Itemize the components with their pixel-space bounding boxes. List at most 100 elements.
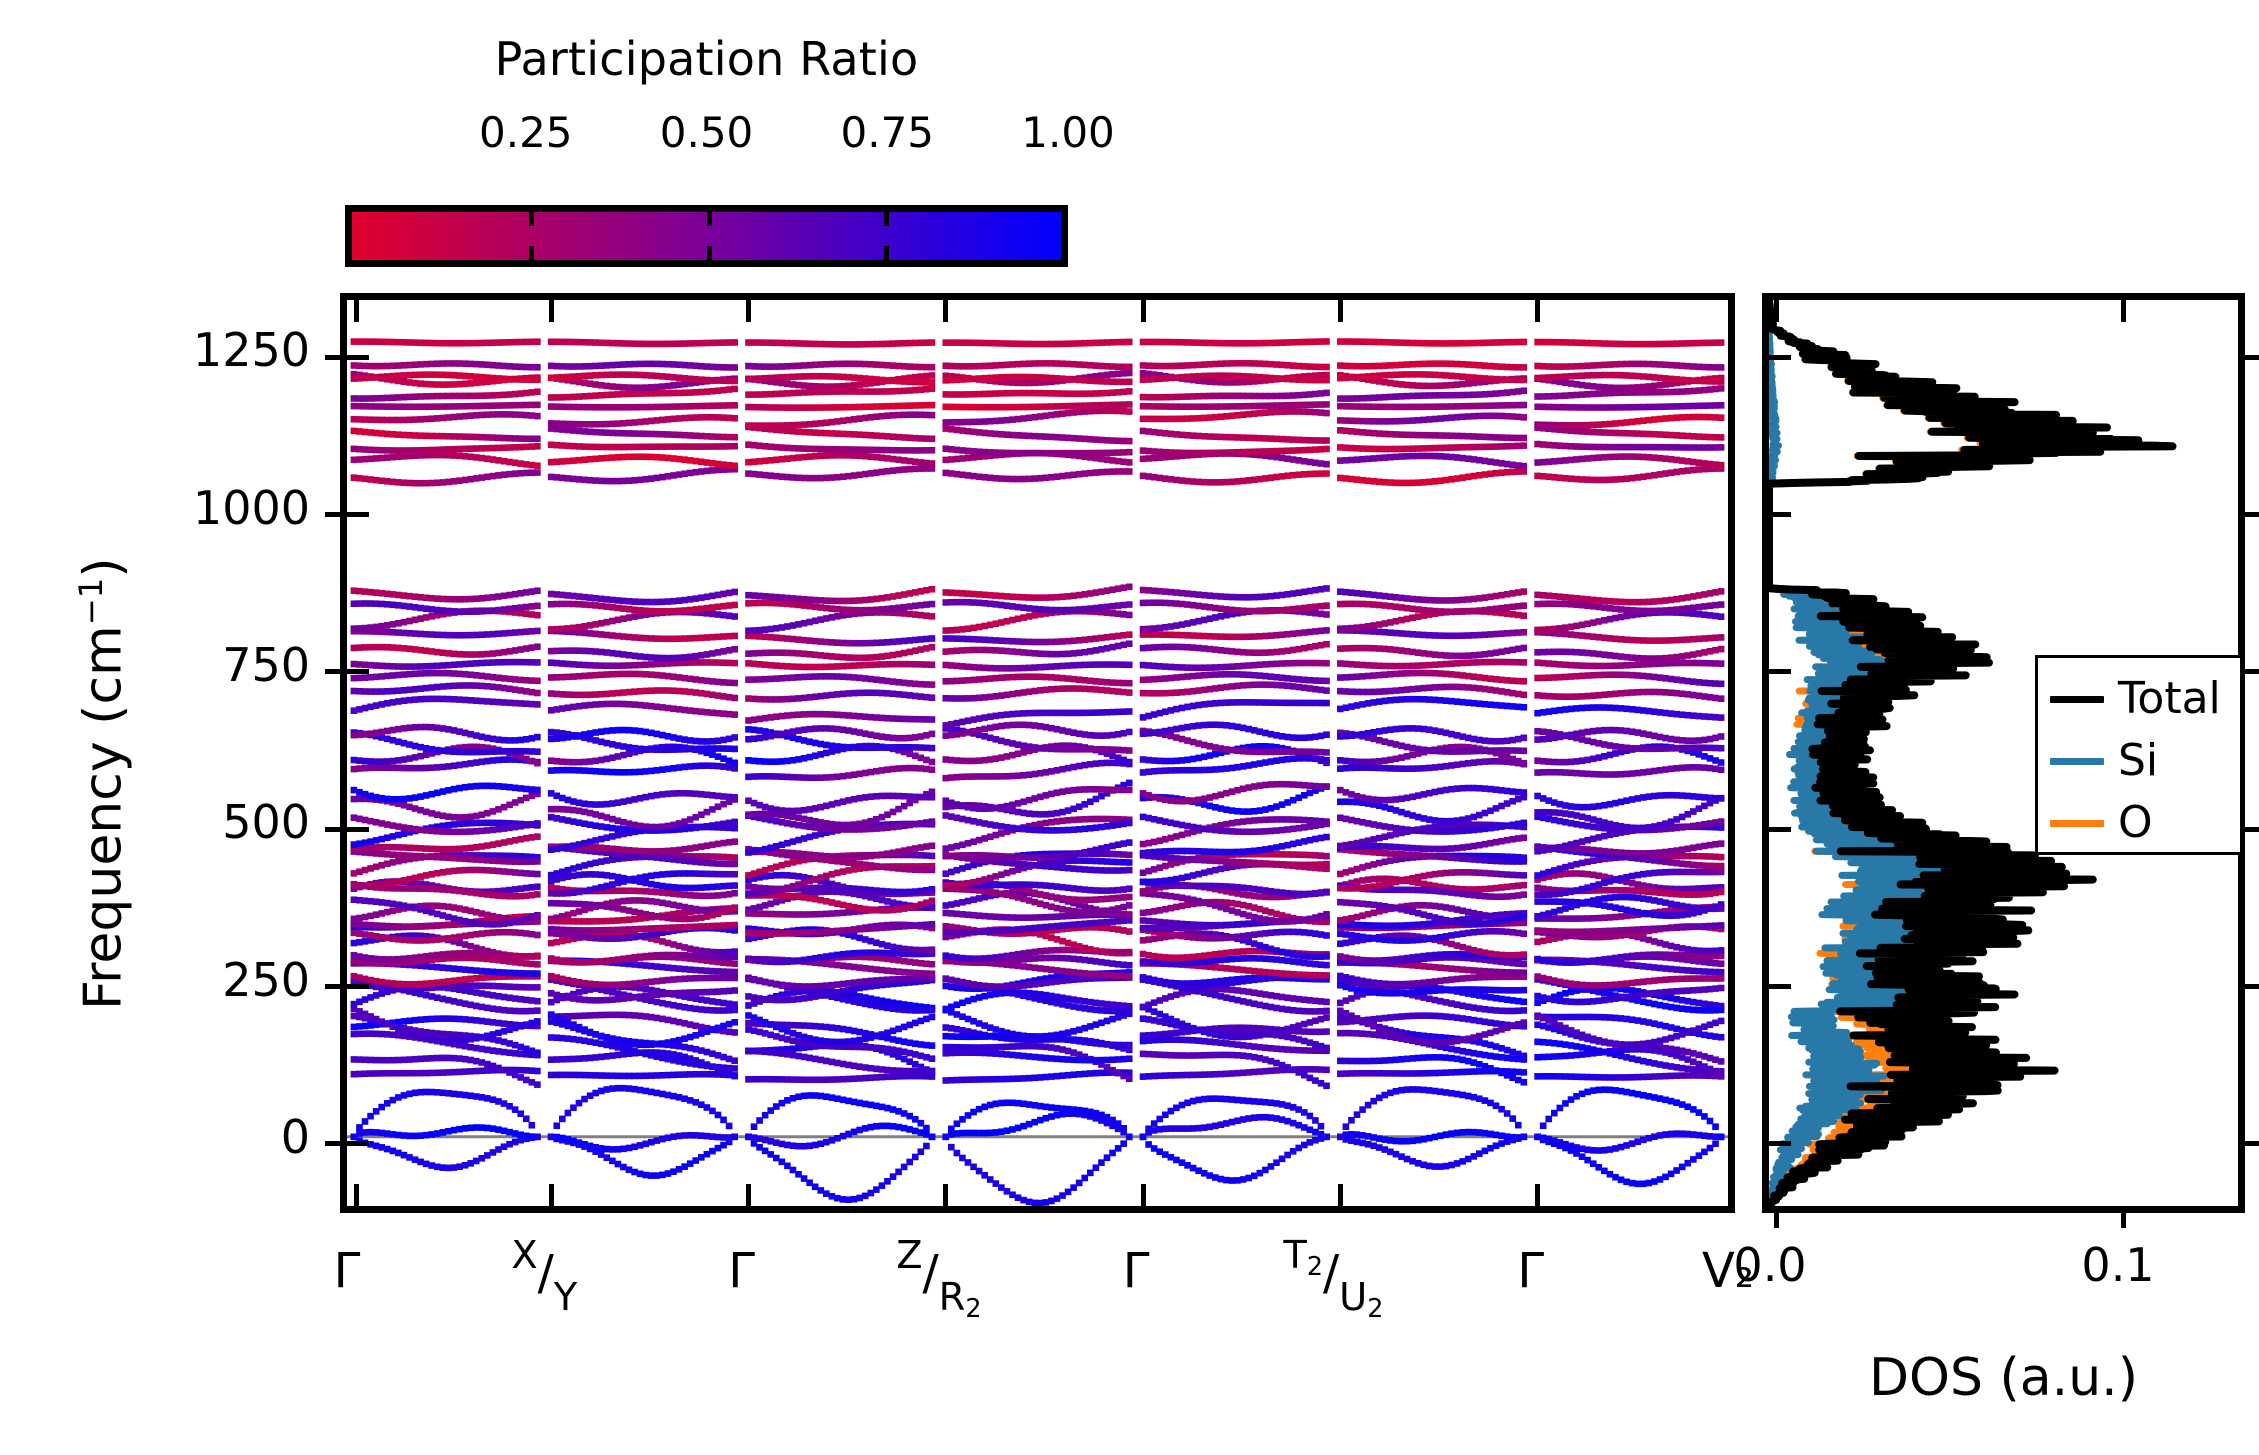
- phonon-band-segment: [1337, 1053, 1528, 1086]
- phonon-band-segment: [1337, 644, 1528, 660]
- phonon-band-segment: [745, 792, 936, 815]
- phonon-band-segment: [350, 427, 541, 443]
- phonon-band-segment: [745, 921, 936, 937]
- phonon-band-segment: [1534, 1038, 1725, 1075]
- phonon-band-segment: [547, 338, 738, 348]
- phonon-band-segment: [1139, 401, 1330, 411]
- phonon-band-segment: [1139, 640, 1330, 657]
- phonon-band-segment: [350, 600, 541, 616]
- phonon-band-segment: [942, 708, 1133, 729]
- phonon-band-segment: [1534, 440, 1725, 451]
- phonon-band-segment: [1534, 371, 1725, 385]
- phonon-band-segment: [745, 599, 936, 614]
- phonon-band-segment: [1534, 898, 1725, 920]
- dos-y-axis-tick: [2238, 1141, 2259, 1147]
- x-axis-tick-label: T2/U2: [1283, 1233, 1384, 1324]
- phonon-band-segment: [350, 669, 541, 685]
- phonon-band-segment: [1337, 814, 1528, 835]
- phonon-band-segment: [350, 360, 541, 371]
- phonon-band-segment: [1534, 893, 1725, 920]
- phonon-band-segment: [547, 360, 738, 371]
- phonon-band-segment: [547, 687, 738, 702]
- x-axis-tick: [1730, 1184, 1735, 1206]
- phonon-band-segment: [350, 658, 541, 670]
- colorbar-tick: [706, 212, 712, 226]
- phonon-band-segment: [1534, 360, 1725, 371]
- x-axis-tick: [943, 1184, 949, 1206]
- x-axis-tick: [548, 300, 554, 322]
- phonon-band-segment: [547, 659, 738, 670]
- phonon-band-segment: [547, 645, 738, 662]
- phonon-band-segment: [745, 372, 936, 386]
- phonon-band-segment: [1337, 1086, 1528, 1141]
- phonon-band-segment: [745, 892, 936, 914]
- phonon-band-segment: [350, 411, 541, 424]
- phonon-band-segment: [942, 373, 1133, 386]
- dos-x-tick-label: 0.1: [2081, 1238, 2155, 1292]
- phonon-band-segment: [547, 425, 738, 441]
- phonon-band-segment: [1534, 791, 1725, 811]
- phonon-band-segment: [1534, 465, 1725, 484]
- phonon-band-segment: [1337, 1128, 1528, 1145]
- phonon-band-segment: [1139, 445, 1330, 457]
- y-axis-tick-label: 0: [280, 1109, 310, 1164]
- phonon-band-segment: [1534, 922, 1725, 936]
- phonon-band-segment: [350, 790, 541, 821]
- x-axis-tick-label: Γ: [1517, 1243, 1545, 1299]
- dos-y-axis-tick: [2238, 984, 2259, 989]
- phonon-band-segment: [350, 1005, 541, 1045]
- phonon-band-segment: [942, 1049, 1133, 1064]
- x-axis-tick: [1535, 300, 1541, 322]
- phonon-band-segment: [942, 812, 1133, 834]
- phonon-band-segment: [942, 640, 1133, 658]
- dos-y-axis-tick: [1769, 826, 1791, 832]
- phonon-band-segment: [350, 723, 541, 744]
- phonon-band-segment: [547, 1034, 738, 1072]
- phonon-band-segment: [745, 441, 936, 454]
- x-axis-tick-label: Γ: [728, 1243, 755, 1299]
- phonon-band-segment: [745, 401, 936, 411]
- colorbar-tick: [883, 212, 889, 226]
- phonon-band-segment: [350, 371, 541, 384]
- phonon-band-segment: [1139, 852, 1330, 869]
- legend-item-total: Total: [2038, 668, 2240, 730]
- phonon-band-segment: [745, 949, 936, 966]
- phonon-band-segment: [745, 725, 936, 743]
- phonon-band-segment: [1337, 627, 1528, 640]
- phonon-band-segment: [547, 951, 738, 966]
- phonon-band-segment: [1139, 389, 1330, 401]
- phonon-band-segment: [350, 469, 541, 487]
- y-axis-tick-label: 1000: [192, 480, 310, 535]
- phonon-band-segment: [350, 1066, 541, 1078]
- phonon-band-segment: [547, 441, 738, 451]
- x-axis-tick-label: Z/R2: [896, 1233, 982, 1324]
- phonon-band-segment: [942, 583, 1133, 601]
- phonon-band-segment: [745, 764, 936, 782]
- phonon-band-segment: [1337, 452, 1528, 470]
- colorbar-tick-labels: 0.25 0.50 0.75 1.00: [345, 108, 1115, 160]
- y-axis-tick: [325, 354, 347, 360]
- phonon-band-segment: [1337, 360, 1528, 371]
- phonon-band-segment: [942, 468, 1133, 483]
- phonon-band-segment: [1534, 1086, 1725, 1141]
- phonon-band-segment: [350, 928, 541, 944]
- phonon-band-segment: [1534, 764, 1725, 778]
- x-axis-tick: [943, 300, 949, 322]
- phonon-band-segment: [350, 338, 541, 347]
- x-axis-tick: [746, 300, 752, 322]
- phonon-band-segment: [1139, 372, 1330, 384]
- legend-item-o: O: [2038, 792, 2240, 854]
- phonon-band-segment: [547, 600, 738, 615]
- colorbar-tick: [529, 246, 535, 260]
- phonon-band-segment: [1337, 725, 1528, 745]
- phonon-band-segment: [1534, 659, 1725, 670]
- phonon-band-segment: [942, 954, 1133, 969]
- phonon-band-segment: [1534, 868, 1725, 899]
- y-axis-tick: [325, 826, 347, 832]
- dos-x-axis-tick: [2120, 1206, 2126, 1228]
- phonon-band-segment: [942, 598, 1133, 614]
- y-axis-tick-label: 250: [222, 952, 310, 1007]
- phonon-band-segment: [1139, 780, 1330, 805]
- phonon-band-segment: [547, 789, 738, 808]
